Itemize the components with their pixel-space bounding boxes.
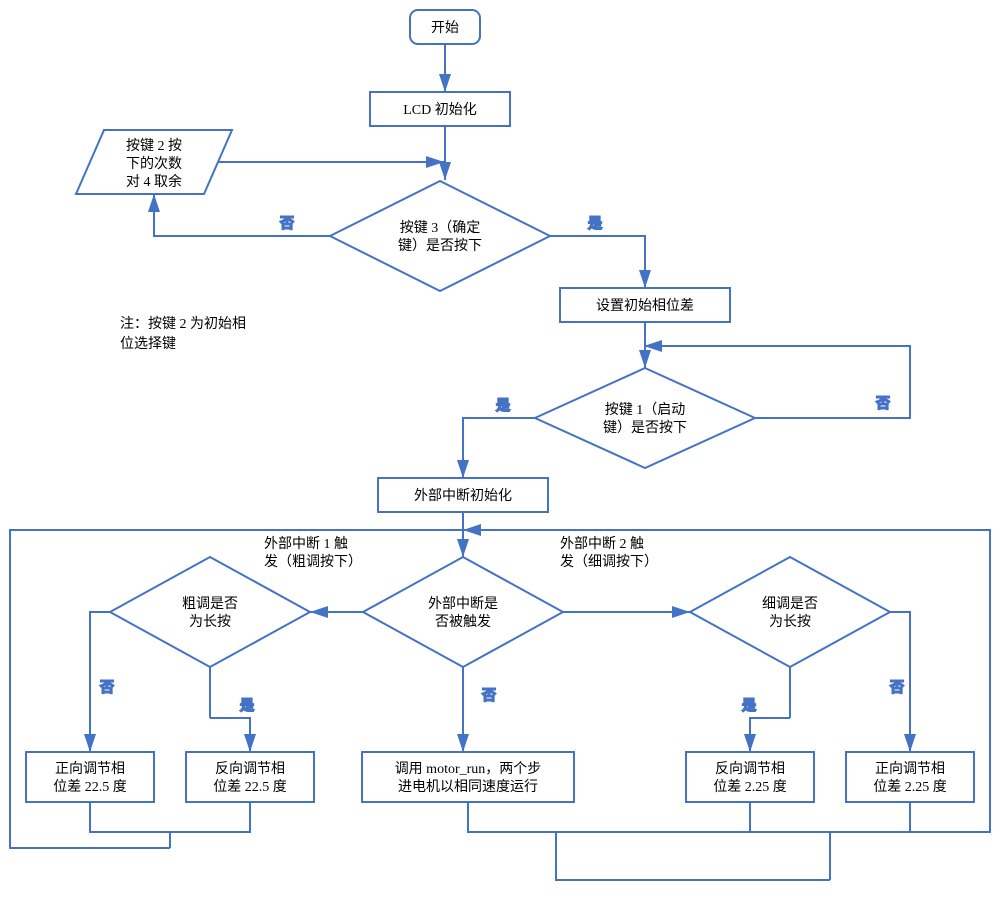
svg-text:键）是否按下: 键）是否按下 <box>603 420 687 436</box>
svg-text:细调是否: 细调是否 <box>762 596 818 612</box>
svg-text:下的次数: 下的次数 <box>126 156 182 172</box>
ext1-label: 外部中断 1 触 <box>264 536 348 552</box>
svg-text:为长按: 为长按 <box>189 614 231 630</box>
edge-label-no: 否 <box>482 689 496 704</box>
note-text: 注：按键 2 为初始相 <box>120 315 246 332</box>
svg-text:位差 2.25 度: 位差 2.25 度 <box>873 779 947 795</box>
svg-text:按键 1（启动: 按键 1（启动 <box>605 402 686 418</box>
node-decision-ext <box>363 557 563 667</box>
edge-label-yes: 是 <box>742 699 756 714</box>
svg-text:反向调节相: 反向调节相 <box>715 761 785 777</box>
edge-label-no: 否 <box>280 217 294 232</box>
svg-text:按键 2 按: 按键 2 按 <box>126 138 182 154</box>
svg-text:开始: 开始 <box>431 20 459 36</box>
ext2-label: 外部中断 2 触 <box>560 536 644 552</box>
svg-text:反向调节相: 反向调节相 <box>215 761 285 777</box>
node-decision-fine <box>690 557 890 667</box>
svg-text:发（细调按下）: 发（细调按下） <box>560 554 658 570</box>
svg-text:发（粗调按下）: 发（粗调按下） <box>264 554 362 570</box>
svg-text:LCD 初始化: LCD 初始化 <box>403 101 477 118</box>
svg-text:对 4 取余: 对 4 取余 <box>126 173 182 190</box>
node-decision-coarse <box>110 557 310 667</box>
node-decision-key3 <box>330 181 550 291</box>
svg-text:否被触发: 否被触发 <box>435 614 491 630</box>
svg-text:键）是否按下: 键）是否按下 <box>398 238 482 254</box>
svg-text:正向调节相: 正向调节相 <box>55 761 125 777</box>
edge-label-yes: 是 <box>496 399 510 414</box>
edge-label-no: 否 <box>876 397 890 412</box>
svg-text:外部中断是: 外部中断是 <box>428 596 498 612</box>
svg-text:位差 22.5 度: 位差 22.5 度 <box>213 779 287 795</box>
svg-text:位选择键: 位选择键 <box>120 336 176 352</box>
node-decision-key1 <box>535 368 755 468</box>
svg-text:外部中断初始化: 外部中断初始化 <box>414 487 512 504</box>
svg-text:调用 motor_run，两个步: 调用 motor_run，两个步 <box>395 761 542 777</box>
svg-text:设置初始相位差: 设置初始相位差 <box>596 297 694 314</box>
svg-text:粗调是否: 粗调是否 <box>182 596 238 612</box>
edge-label-yes: 是 <box>240 699 254 714</box>
edge-label-no: 否 <box>100 681 114 696</box>
svg-text:位差 22.5 度: 位差 22.5 度 <box>53 779 127 795</box>
edge-label-yes: 是 <box>588 217 602 232</box>
edge-label-no: 否 <box>890 681 904 696</box>
svg-text:为长按: 为长按 <box>769 614 811 630</box>
svg-text:进电机以相同速度运行: 进电机以相同速度运行 <box>398 779 538 795</box>
svg-text:位差 2.25 度: 位差 2.25 度 <box>713 779 787 795</box>
svg-text:正向调节相: 正向调节相 <box>875 761 945 777</box>
svg-text:按键 3（确定: 按键 3（确定 <box>400 220 481 236</box>
